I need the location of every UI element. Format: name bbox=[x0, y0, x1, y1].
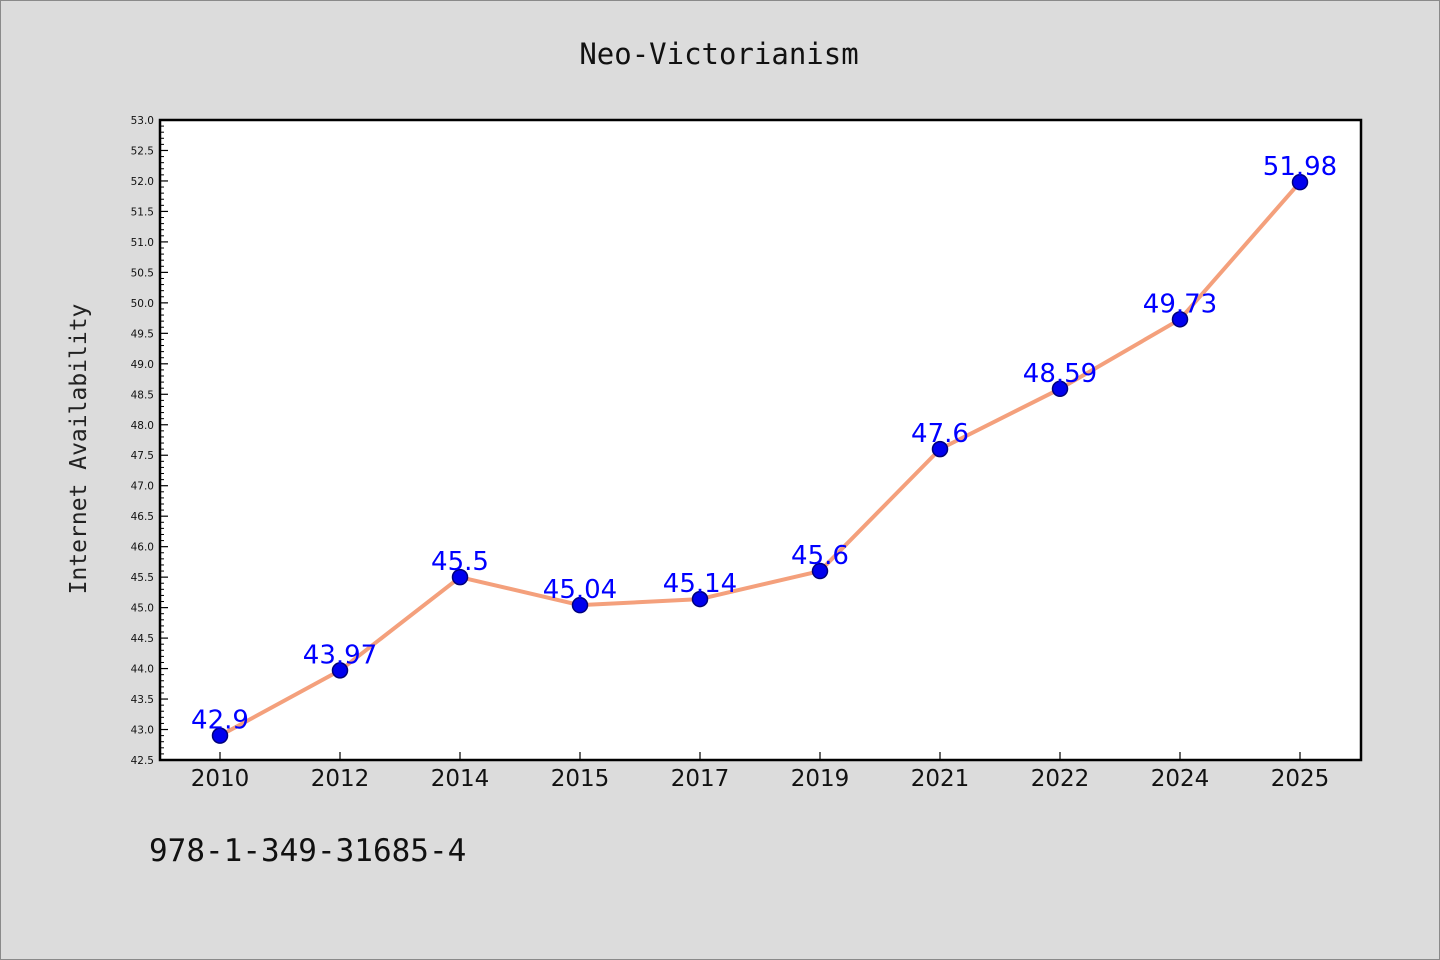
data-point bbox=[1051, 380, 1069, 398]
data-label: 43.97 bbox=[303, 640, 377, 670]
data-point bbox=[1171, 311, 1189, 328]
y-tick-label: 50.0 bbox=[131, 298, 154, 310]
x-tick-label: 2019 bbox=[791, 766, 850, 792]
data-label: 45.5 bbox=[431, 547, 489, 577]
y-tick-label: 44.0 bbox=[131, 664, 154, 676]
data-label: 45.04 bbox=[543, 575, 617, 605]
y-tick-label: 45.0 bbox=[131, 603, 154, 615]
x-tick-label: 2017 bbox=[671, 766, 730, 792]
data-point bbox=[451, 568, 469, 586]
data-point bbox=[331, 662, 349, 679]
data-point bbox=[571, 596, 589, 614]
y-tick-label: 47.0 bbox=[131, 481, 154, 493]
data-label: 42.9 bbox=[191, 706, 249, 736]
data-labels: 42.9 43.97 45.5 45.04 45.14 45.6 47.6 48.59 49.7… bbox=[191, 152, 1337, 735]
x-tick-label: 2015 bbox=[551, 766, 610, 792]
y-tick-label: 50.5 bbox=[131, 267, 154, 279]
y-tick-label: 52.5 bbox=[131, 145, 154, 157]
y-axis-label: Internet Availability bbox=[66, 304, 92, 595]
x-axis: 2010 2012 2014 2015 2017 2019 2021 2022 2024 2025 bbox=[191, 752, 1330, 792]
y-tick-label: 49.5 bbox=[131, 328, 154, 340]
y-tick-label: 52.0 bbox=[131, 176, 154, 188]
y-tick-label: 45.5 bbox=[131, 572, 154, 584]
y-tick-label: 53.0 bbox=[131, 115, 154, 127]
data-label: 49.73 bbox=[1143, 289, 1217, 319]
y-tick-label: 43.0 bbox=[131, 725, 154, 737]
y-axis: 42.5 43.0 43.5 44.0 44.5 45.0 45.5 46.0 46.5 47.0… bbox=[131, 115, 168, 767]
y-tick-label: 48.5 bbox=[131, 389, 154, 401]
x-tick-label: 2012 bbox=[311, 766, 370, 792]
y-tick-label: 46.5 bbox=[131, 511, 154, 523]
y-tick-label: 44.5 bbox=[131, 633, 154, 645]
x-tick-label: 2024 bbox=[1151, 766, 1210, 792]
y-tick-label: 42.5 bbox=[131, 755, 154, 767]
series-markers bbox=[211, 173, 1309, 744]
y-tick-label: 51.0 bbox=[131, 237, 154, 249]
data-label: 51.98 bbox=[1263, 152, 1337, 182]
y-tick-label: 47.5 bbox=[131, 450, 154, 462]
y-tick-label: 48.0 bbox=[131, 420, 154, 432]
data-label: 48.59 bbox=[1023, 359, 1097, 389]
data-point bbox=[211, 727, 229, 744]
data-label: 45.6 bbox=[791, 541, 849, 571]
x-tick-label: 2021 bbox=[911, 766, 970, 792]
x-tick-label: 2014 bbox=[431, 766, 490, 792]
chart-title: Neo-Victorianism bbox=[579, 37, 858, 71]
isbn-footer: 978-1-349-31685-4 bbox=[149, 833, 467, 869]
x-tick-label: 2025 bbox=[1271, 766, 1330, 792]
data-label: 47.6 bbox=[911, 419, 969, 449]
data-point bbox=[1291, 173, 1309, 191]
y-tick-label: 51.5 bbox=[131, 206, 154, 218]
y-tick-label: 49.0 bbox=[131, 359, 154, 371]
data-label: 45.14 bbox=[663, 569, 737, 599]
data-point bbox=[811, 562, 829, 580]
series-line bbox=[219, 180, 1302, 738]
data-point bbox=[691, 590, 709, 608]
x-tick-label: 2010 bbox=[191, 766, 250, 792]
x-tick-label: 2022 bbox=[1031, 766, 1090, 792]
y-tick-label: 46.0 bbox=[131, 542, 154, 554]
data-point bbox=[931, 440, 949, 458]
y-tick-label: 43.5 bbox=[131, 694, 154, 706]
